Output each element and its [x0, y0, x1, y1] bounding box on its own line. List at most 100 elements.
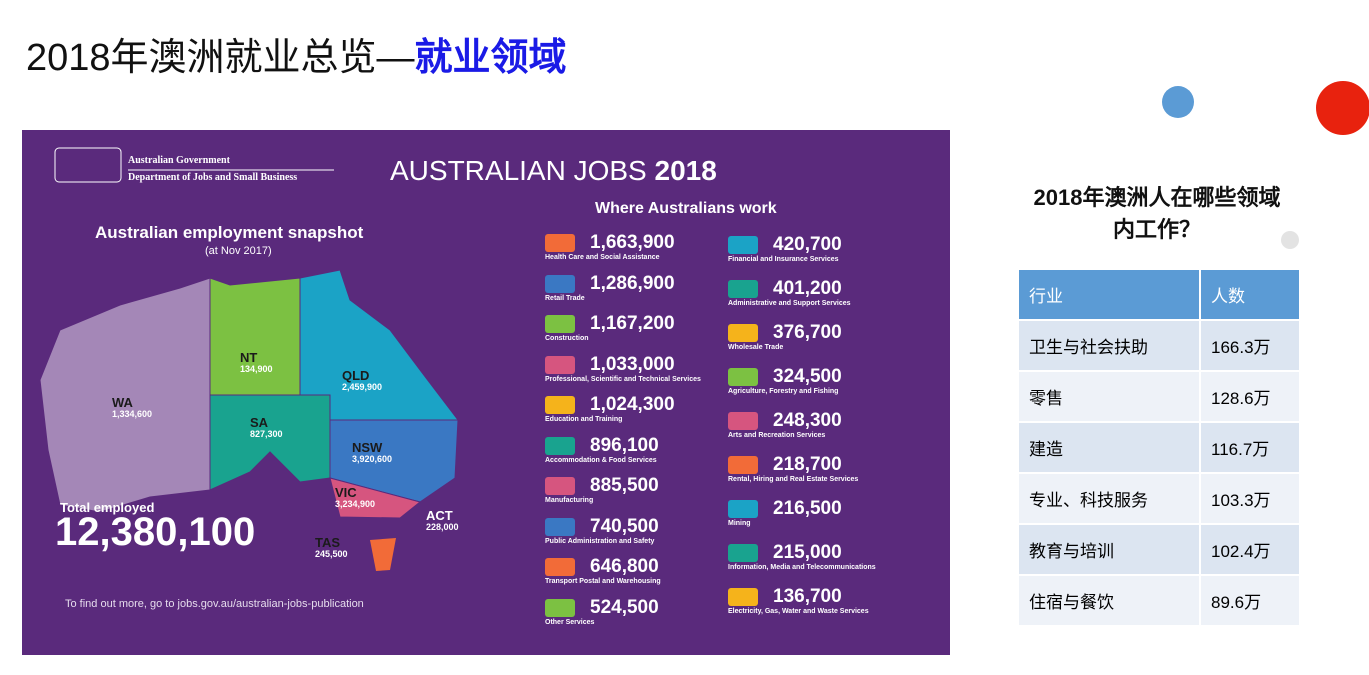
- state-value: 245,500: [315, 549, 348, 559]
- sector-value: 216,500: [773, 498, 842, 519]
- table-cell: 专业、科技服务: [1017, 472, 1201, 525]
- sector-icon: [545, 517, 575, 536]
- footer-note: To find out more, go to jobs.gov.au/aust…: [65, 598, 364, 610]
- state-code: SA: [250, 415, 269, 430]
- sector-value: 646,800: [590, 556, 659, 577]
- table-row: 住宿与餐饮 89.6万: [1017, 574, 1301, 627]
- sector-value: 218,700: [773, 454, 842, 475]
- header-cell: 行业: [1017, 268, 1201, 321]
- sector-icon: [728, 588, 758, 606]
- sector-value: 215,000: [773, 542, 842, 563]
- table-title: 2018年澳洲人在哪些领域内工作？: [1033, 185, 1281, 242]
- state-code: VIC: [335, 485, 357, 500]
- sector-icon: [545, 436, 575, 455]
- sector-icon: [728, 236, 758, 254]
- infographic-title: AUSTRALIAN JOBS 2018: [390, 155, 717, 187]
- blue-dot: [1162, 86, 1194, 118]
- state-code: QLD: [342, 368, 370, 383]
- sector-label: Other Services: [545, 618, 595, 626]
- title-main: AUSTRALIAN JOBS: [390, 155, 647, 186]
- gov-name: Australian Government: [128, 155, 230, 166]
- state-value: 134,900: [240, 364, 273, 374]
- gov-dept: Department of Jobs and Small Business: [128, 172, 298, 183]
- vic-region: [329, 477, 422, 519]
- sector-value: 1,024,300: [590, 394, 675, 415]
- sector-label: Transport Postal and Warehousing: [545, 578, 661, 585]
- sector-value: 1,286,900: [590, 272, 675, 294]
- table-cell: 102.4万: [1199, 523, 1301, 576]
- gov-crest: [54, 147, 122, 183]
- table-row: 专业、科技服务 103.3万: [1017, 472, 1301, 525]
- sector-value: 248,300: [773, 410, 842, 431]
- sector-label: Mining: [728, 520, 751, 527]
- table-cell: 建造: [1017, 421, 1201, 474]
- sector-value: 740,500: [590, 515, 659, 537]
- state-code: NT: [240, 350, 258, 365]
- sector-value: 885,500: [590, 475, 659, 496]
- table-cell: 89.6万: [1199, 574, 1301, 627]
- snapshot-title: Australian employment snapshot: [95, 223, 364, 242]
- sector-value: 376,700: [773, 322, 842, 343]
- state-value: 1,334,600: [112, 409, 153, 419]
- nt-region: [209, 277, 301, 396]
- sector-icon: [728, 500, 758, 518]
- sector-icon: [545, 477, 575, 495]
- sector-icon: [728, 456, 758, 474]
- australia-map: [39, 147, 460, 571]
- title-highlight: 就业领域: [414, 37, 567, 79]
- table-cell: 住宿与餐饮: [1017, 574, 1201, 627]
- state-code: TAS: [315, 535, 341, 550]
- sector-label: Health Care and Social Assistance: [545, 254, 660, 261]
- sector-label: Wholesale Trade: [728, 344, 784, 351]
- table-cell: 166.3万: [1199, 319, 1301, 372]
- sector-value: 896,100: [590, 434, 659, 456]
- sector-label: Rental, Hiring and Real Estate Services: [728, 476, 859, 483]
- state-code: WA: [112, 395, 133, 410]
- sector-icon: [728, 324, 758, 342]
- sector-label: Professional, Scientific and Technical S…: [545, 375, 701, 383]
- sector-icon: [728, 544, 758, 562]
- sector-label: Information, Media and Telecommunication…: [728, 564, 876, 571]
- tas-region: [370, 538, 396, 571]
- sector-value: 1,663,900: [590, 232, 675, 253]
- snapshot-date: (at Nov 2017): [205, 245, 272, 257]
- sector-value: 1,167,200: [590, 313, 675, 334]
- sector-icon: [728, 412, 758, 430]
- sector-label: Agriculture, Forestry and Fishing: [728, 388, 839, 395]
- total-label: Total employed: [60, 500, 155, 515]
- sector-label: Arts and Recreation Services: [728, 432, 826, 439]
- sector-icon: [545, 274, 575, 293]
- slide-title: 2018年澳洲就业总览—就业领域: [26, 26, 567, 81]
- state-value: 2,459,900: [342, 382, 383, 392]
- state-code: NSW: [352, 440, 383, 455]
- table-cell: 卫生与社会扶助: [1017, 319, 1201, 372]
- sector-icon: [545, 315, 575, 333]
- sector-icon: [728, 280, 758, 298]
- table-row: 建造 116.7万: [1017, 421, 1301, 474]
- sector-label: Administrative and Support Services: [728, 300, 851, 307]
- header-cell: 人数: [1199, 268, 1301, 321]
- sector-icon: [545, 396, 575, 414]
- title-main: 2018年澳洲就业总览—: [26, 37, 415, 79]
- table-cell: 128.6万: [1199, 370, 1301, 423]
- sector-icon: [545, 558, 575, 576]
- sector-icon: [545, 355, 575, 374]
- table-cell: 教育与培训: [1017, 523, 1201, 576]
- title-year: 2018: [654, 155, 717, 186]
- grey-dot: [1281, 231, 1299, 249]
- data-table: 行业 人数 卫生与社会扶助 166.3万 零售 128.6万 建造 116.7万 专业、科技服务…: [1017, 268, 1301, 627]
- table-row: 教育与培训 102.4万: [1017, 523, 1301, 576]
- sa-region: [209, 394, 331, 491]
- table-row: 卫生与社会扶助 166.3万: [1017, 319, 1301, 372]
- state-code: ACT: [426, 508, 453, 523]
- red-dot: [1316, 81, 1369, 135]
- sector-value: 324,500: [773, 366, 842, 387]
- sector-label: Retail Trade: [545, 294, 585, 302]
- sector-value: 524,500: [590, 596, 659, 618]
- sector-value: 420,700: [773, 234, 842, 255]
- sectors-title: Where Australians work: [595, 200, 777, 217]
- sector-label: Accommodation & Food Services: [545, 456, 657, 464]
- infographic: Australian Government Department of Jobs …: [22, 130, 950, 655]
- table-cell: 零售: [1017, 370, 1201, 423]
